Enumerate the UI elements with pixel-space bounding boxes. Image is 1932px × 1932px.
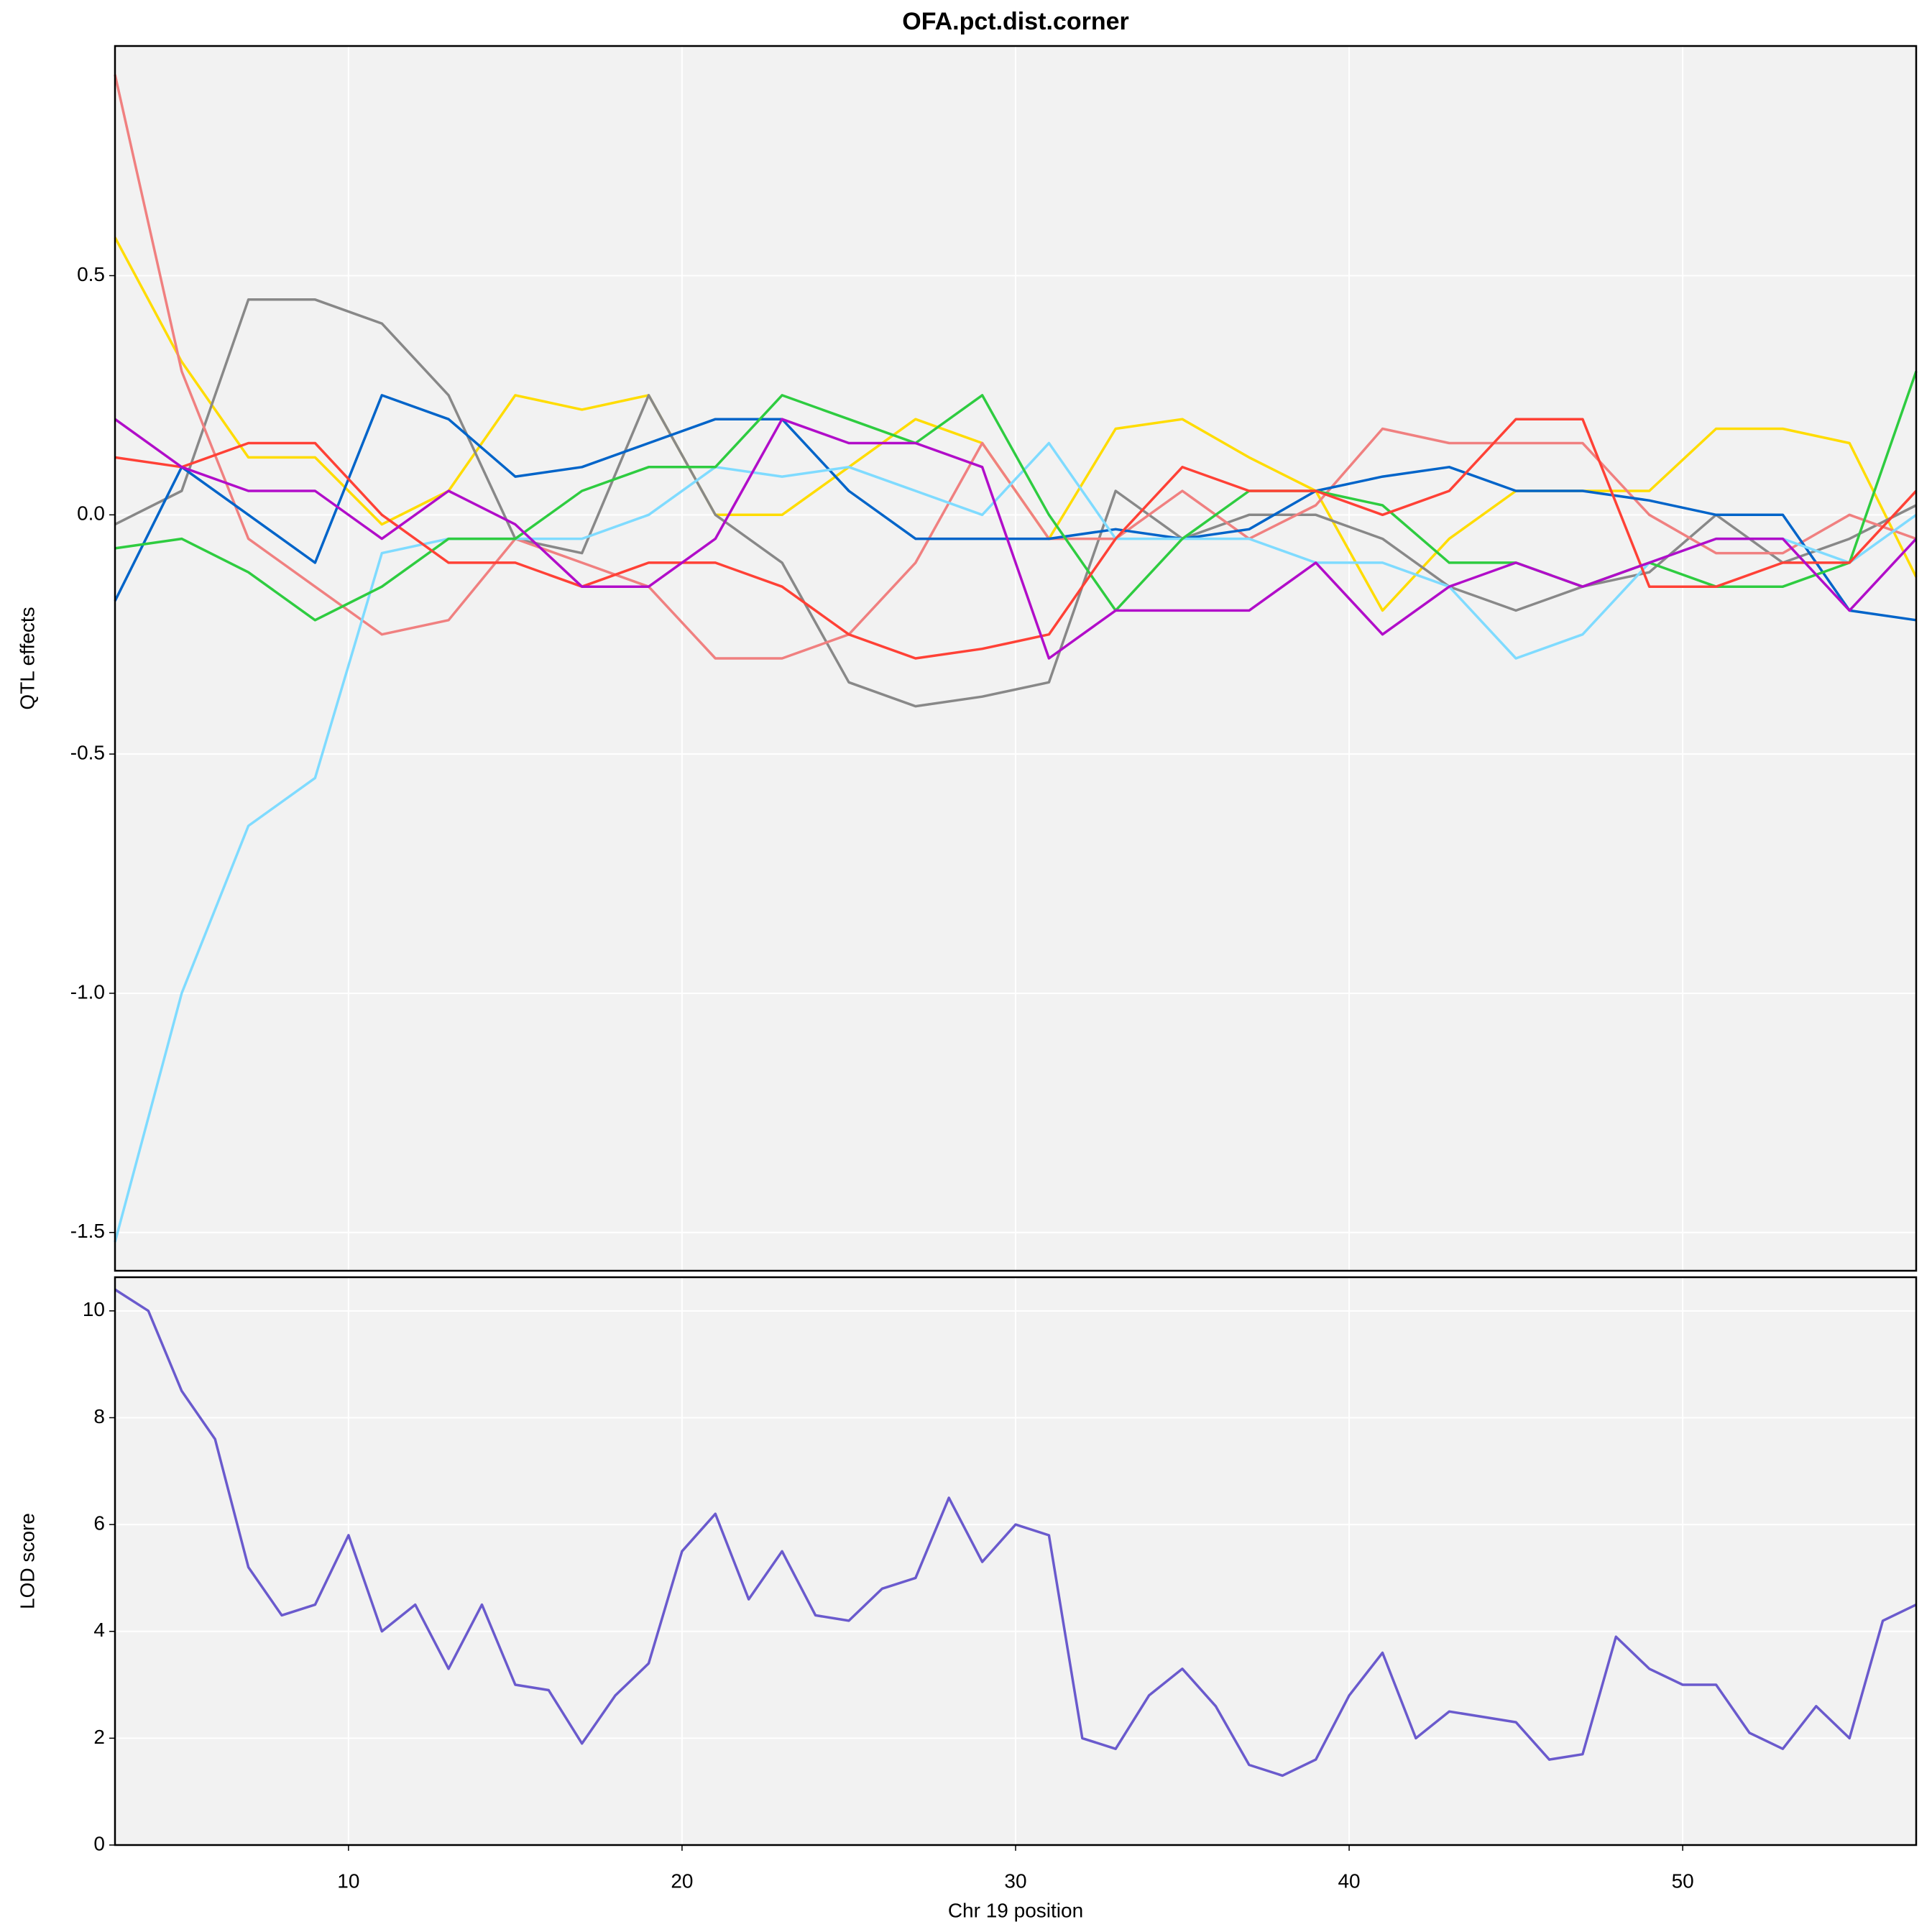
y-tick-label: 2 <box>93 1726 105 1748</box>
chart-title: OFA.pct.dist.corner <box>902 8 1129 35</box>
y-tick-label: -0.5 <box>70 742 105 764</box>
y-tick-label: 0 <box>93 1832 105 1854</box>
y-tick-label: 10 <box>83 1298 105 1320</box>
x-tick-label: 10 <box>337 1869 359 1892</box>
series-line <box>114 418 1918 660</box>
series-line <box>114 394 1917 622</box>
y-tick-label: 4 <box>93 1619 105 1641</box>
series-line <box>114 74 1917 660</box>
x-tick-label: 30 <box>1004 1869 1026 1892</box>
x-tick-label: 50 <box>1672 1869 1694 1892</box>
y-tick-label: 0.5 <box>77 263 105 285</box>
y-tick-label: 0.0 <box>77 502 105 525</box>
series-line <box>114 298 1917 708</box>
x-tick-label: 40 <box>1338 1869 1360 1892</box>
x-tick-label: 20 <box>671 1869 693 1892</box>
series-line <box>114 418 1918 660</box>
plot-frame <box>114 45 1918 1272</box>
y-tick-label: 8 <box>93 1405 105 1427</box>
y-axis-label: LOD score <box>16 1513 38 1609</box>
y-tick-label: 6 <box>93 1512 105 1534</box>
y-tick-label: -1.5 <box>70 1220 105 1242</box>
y-tick-label: -1.0 <box>70 980 105 1003</box>
x-axis-label: Chr 19 position <box>948 1899 1083 1921</box>
y-axis-label: QTL effects <box>16 607 38 709</box>
series-line <box>114 441 1918 1243</box>
series-line <box>114 1288 1917 1777</box>
plot-frame <box>114 1276 1918 1846</box>
